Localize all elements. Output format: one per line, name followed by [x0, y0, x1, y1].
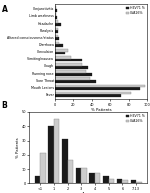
Y-axis label: % Patients: % Patients — [16, 137, 20, 158]
Bar — [55, 66, 88, 69]
Bar — [136, 182, 142, 183]
Bar — [48, 126, 54, 183]
Bar — [40, 153, 46, 183]
Bar — [55, 77, 90, 80]
Bar — [55, 20, 57, 23]
Bar — [90, 173, 95, 183]
Bar — [68, 161, 73, 183]
Bar — [55, 80, 96, 83]
X-axis label: % Patients: % Patients — [91, 108, 111, 112]
Bar — [55, 30, 58, 33]
Bar — [55, 42, 59, 45]
Bar — [109, 179, 114, 183]
Bar — [55, 87, 140, 90]
Bar — [55, 13, 56, 16]
Bar — [55, 35, 57, 37]
Bar — [62, 139, 68, 183]
Bar — [35, 176, 40, 183]
Legend: HEV71 %, CVA16%: HEV71 %, CVA16% — [126, 113, 145, 124]
X-axis label: Age, y: Age, y — [82, 192, 94, 193]
Bar — [55, 70, 86, 73]
Bar — [55, 49, 68, 52]
Bar — [117, 179, 122, 183]
Bar — [55, 59, 82, 61]
Bar — [76, 168, 81, 183]
Bar — [122, 180, 128, 183]
Bar — [55, 52, 65, 54]
Bar — [131, 180, 136, 183]
Legend: HEV71 %, CVA16%: HEV71 %, CVA16% — [126, 5, 145, 15]
Bar — [55, 45, 63, 47]
Bar — [55, 6, 56, 9]
Bar — [55, 56, 71, 59]
Bar — [55, 9, 57, 12]
Bar — [103, 176, 109, 183]
Bar — [81, 168, 87, 183]
Text: A: A — [2, 5, 7, 14]
Bar — [95, 173, 101, 183]
Bar — [55, 63, 82, 66]
Bar — [55, 28, 57, 30]
Bar — [55, 16, 57, 19]
Text: B: B — [2, 101, 7, 110]
Bar — [55, 73, 92, 76]
Bar — [55, 94, 121, 97]
Bar — [55, 37, 59, 40]
Bar — [55, 85, 145, 87]
Bar — [55, 92, 131, 94]
Bar — [55, 23, 61, 26]
Bar — [54, 119, 59, 183]
